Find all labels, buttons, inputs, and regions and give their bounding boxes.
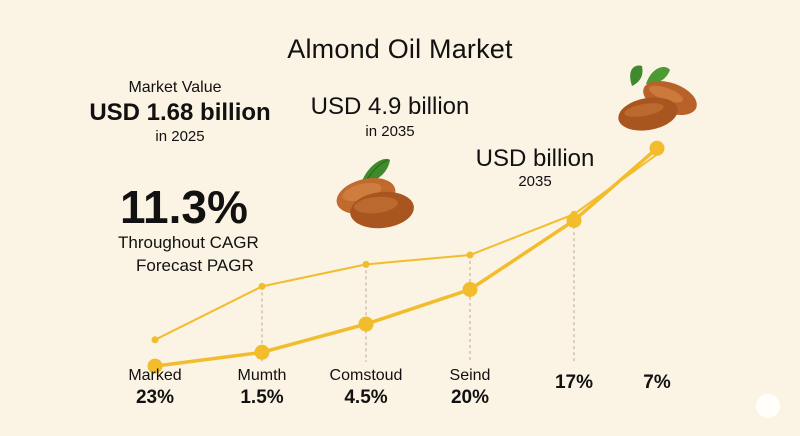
x-tick-label: Comstoud [329, 367, 403, 384]
series-line-1 [153, 146, 659, 368]
data-point [466, 251, 474, 259]
growth-label-pagr: Forecast PAGR [136, 256, 254, 275]
x-tick-label: 17% [554, 372, 594, 393]
forecast-value-amount: USD 4.9 billion [310, 93, 470, 120]
data-point [151, 336, 159, 344]
chart-title: Almond Oil Market [287, 34, 513, 64]
series-line-2 [154, 153, 658, 341]
x-value-label: 23% [135, 387, 175, 408]
x-tick-label: 7% [643, 372, 671, 393]
billion-value-year: 2035 [518, 173, 552, 190]
growth-label-cagr: Throughout CAGR [118, 233, 259, 252]
x-value-label: 1.5% [240, 387, 284, 408]
x-value-label: 4.5% [344, 387, 388, 408]
market-value-year: in 2025 [155, 128, 205, 145]
data-point [254, 344, 270, 360]
data-point [566, 213, 582, 228]
data-point [570, 210, 578, 218]
watermark-icon [756, 394, 780, 418]
x-value-label: 20% [450, 387, 490, 408]
data-point [649, 140, 665, 156]
almond-icon [618, 65, 697, 131]
data-point [147, 358, 163, 374]
data-point [258, 282, 266, 290]
x-tick-label: Mumth [237, 367, 287, 384]
forecast-value-year: in 2035 [365, 123, 415, 140]
almond-icon [336, 158, 414, 229]
data-point [358, 316, 374, 332]
billion-value-label: USD billion [475, 145, 595, 172]
growth-rate: 11.3% [120, 181, 248, 233]
data-point [362, 260, 370, 268]
x-tick-label: Marked [128, 367, 182, 384]
data-point [462, 282, 478, 297]
x-tick-label: Seind [449, 367, 491, 384]
market-value-label: Market Value [128, 79, 222, 96]
market-value-amount: USD 1.68 billion [89, 99, 271, 126]
